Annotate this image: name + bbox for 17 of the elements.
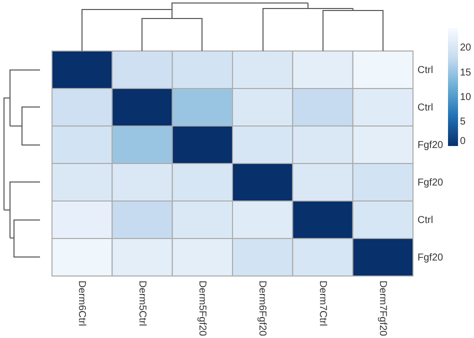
color-bar-label: 10 — [460, 92, 472, 103]
y-tick-label: Fgf20 — [418, 252, 444, 264]
x-tick-label: Derm5Ctrl — [136, 280, 148, 326]
y-tick-label: Fgf20 — [418, 177, 444, 188]
y-tick-label: Ctrl — [418, 214, 434, 226]
y-tick-label: Ctrl — [418, 102, 434, 114]
x-tick-label: Derm7Ctrl — [316, 280, 328, 326]
color-bar-label: 5 — [460, 116, 466, 128]
x-tick-label: Derm5Fgf20 — [196, 280, 208, 337]
y-tick-label: Ctrl — [418, 64, 434, 76]
color-bar-label: 20 — [460, 42, 472, 54]
y-tick-label: Fgf20 — [418, 140, 444, 151]
x-tick-label: Derm6Fgf20 — [256, 280, 268, 337]
x-tick-label: Derm7Fgf20 — [376, 280, 388, 337]
x-tick-label: Derm6Ctrl — [76, 280, 88, 326]
color-bar-label: 0 — [460, 136, 466, 147]
color-bar-label: 15 — [460, 67, 472, 78]
